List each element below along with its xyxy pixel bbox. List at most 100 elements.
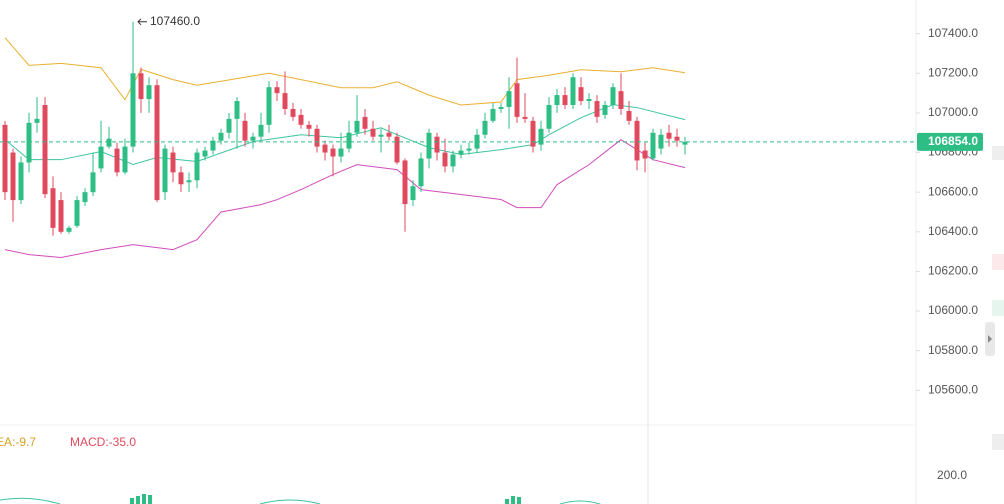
candle-body [554, 95, 560, 105]
candle-body [114, 148, 120, 173]
candle-body [34, 118, 40, 123]
y-tick-label: 106000.0 [928, 303, 978, 317]
candle-body [162, 148, 168, 193]
y-tick-label: 105800.0 [928, 343, 978, 357]
candle-body [642, 150, 648, 159]
candle-body [258, 124, 264, 137]
candle-body [610, 87, 616, 105]
candle-body [322, 144, 328, 153]
last-price-box [917, 132, 983, 151]
candle-body [298, 114, 304, 125]
candle-body [282, 93, 288, 109]
candle-body [538, 128, 544, 145]
candle-body [194, 152, 200, 181]
candle-body [410, 186, 416, 201]
candle-body [386, 132, 392, 137]
candle-body [362, 116, 368, 129]
y-tick-label: 107200.0 [928, 65, 978, 79]
candle-body [434, 136, 440, 153]
candle-body [106, 138, 112, 147]
candle-body [314, 128, 320, 147]
y-tick-label: 106600.0 [928, 184, 978, 198]
candle-body [186, 180, 192, 183]
candle-body [10, 152, 16, 201]
candle-body [570, 77, 576, 105]
candle-body [594, 101, 600, 117]
candle-body [250, 136, 256, 141]
band-line [4, 139, 686, 259]
candle-body [66, 227, 72, 232]
band-line [4, 37, 686, 106]
candle-body [218, 132, 224, 141]
candle-body [82, 192, 88, 203]
candle-body [394, 136, 400, 163]
candle-body [666, 132, 672, 139]
candle-body [370, 128, 376, 137]
candle-body [482, 120, 488, 135]
scroll-mark [992, 434, 1004, 450]
candle-body [346, 132, 352, 149]
candle-body [402, 160, 408, 205]
candle-body [602, 105, 608, 115]
candle-body [498, 106, 504, 109]
candle-body [26, 122, 32, 163]
scroll-mark [992, 254, 1004, 270]
candle-body [290, 108, 296, 117]
y-tick-label: 107000.0 [928, 105, 978, 119]
scroll-mark [992, 146, 1004, 160]
y-tick-label: 106400.0 [928, 224, 978, 238]
candle-body [586, 99, 592, 102]
band-line [4, 104, 686, 165]
candle-body [578, 87, 584, 102]
candle-body [674, 136, 680, 141]
candle-body [618, 91, 624, 109]
macd-line [0, 497, 601, 504]
candle-body [50, 188, 56, 228]
high-arrow [137, 18, 147, 26]
macd-tick-label: 200.0 [937, 468, 967, 482]
candle-body [546, 105, 552, 129]
candle-body [170, 152, 176, 173]
candle-body [122, 146, 128, 173]
candle-body [90, 172, 96, 193]
candle-body [226, 118, 232, 133]
candle-body [530, 120, 536, 147]
candle-body [426, 132, 432, 159]
candle-body [74, 200, 80, 226]
last-price-label: 106854.0 [928, 134, 978, 148]
candle-body [242, 120, 248, 141]
high-annotation: 107460.0 [150, 14, 200, 28]
candle-body [306, 124, 312, 129]
candle-body [202, 150, 208, 157]
candle-body [274, 87, 280, 94]
candle-body [450, 154, 456, 167]
candle-body [682, 141, 688, 145]
candle-body [210, 140, 216, 151]
y-tick-label: 105600.0 [928, 382, 978, 396]
candle-body [338, 148, 344, 157]
y-tick-label: 107400.0 [928, 26, 978, 40]
candle-body [154, 85, 160, 201]
macd-bars [130, 494, 521, 504]
candle-body [178, 172, 184, 185]
candle-body [506, 91, 512, 107]
candle-body [458, 150, 464, 155]
candle-body [378, 134, 384, 137]
candle-body [626, 110, 632, 121]
candle-body [634, 120, 640, 161]
candle-body [514, 83, 520, 117]
candle-body [522, 116, 528, 119]
candle-body [490, 108, 496, 121]
expand-icon [988, 335, 992, 343]
candle-body [330, 148, 336, 157]
macd-label: MACD:-35.0 [70, 435, 136, 449]
candle-body [418, 158, 424, 187]
candle-body [58, 200, 64, 232]
candle-body [234, 101, 240, 119]
candle-body [130, 73, 136, 147]
candle-body [442, 152, 448, 167]
candle-body [354, 120, 360, 133]
candle-body [650, 132, 656, 159]
candle-body [98, 146, 104, 169]
